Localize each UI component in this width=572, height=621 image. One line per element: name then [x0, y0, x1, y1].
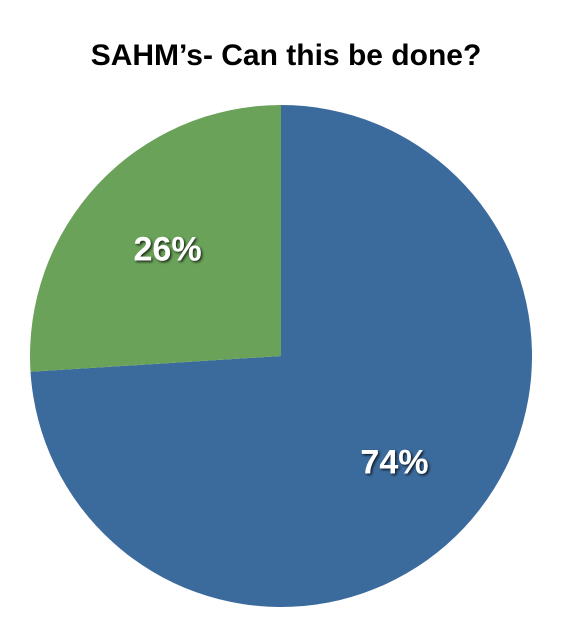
pie-slice-1 — [30, 105, 533, 608]
pie-slice-2 — [30, 105, 282, 372]
slice-label-2: 26% — [134, 230, 202, 268]
slice-label-1: 74% — [360, 444, 428, 482]
chart-title: SAHM’s- Can this be done? — [90, 39, 482, 72]
